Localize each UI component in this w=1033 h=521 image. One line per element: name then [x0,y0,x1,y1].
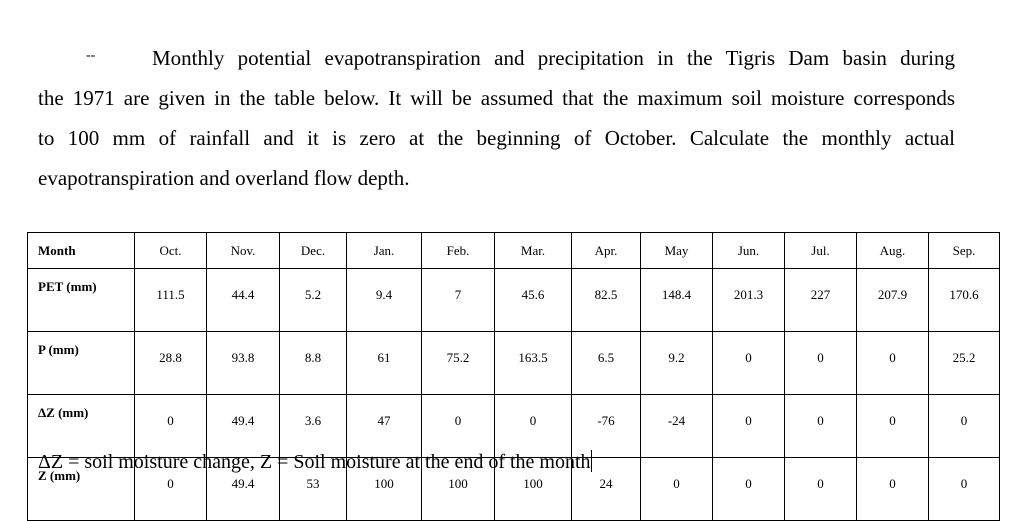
month-header: Apr. [571,232,641,269]
table-cell: 45.6 [494,268,572,332]
table-cell: 0 [421,394,495,458]
table-cell: 44.4 [206,268,280,332]
table-cell: 163.5 [494,331,572,395]
table-cell: 170.6 [928,268,1000,332]
text-cursor [590,450,592,472]
month-header: Jan. [346,232,422,269]
table-cell: 5.2 [279,268,347,332]
table-cell: 47 [346,394,422,458]
month-header: Nov. [206,232,280,269]
table-cell: 3.6 [279,394,347,458]
table-cell: 25.2 [928,331,1000,395]
month-header: May [640,232,713,269]
table-cell: 6.5 [571,331,641,395]
caption-text: ΔZ = soil moisture change, Z = Soil mois… [38,451,591,473]
table-cell: 0 [712,457,785,521]
table-cell: -24 [640,394,713,458]
problem-line-2: the 1971 are given in the table below. I… [38,86,955,110]
table-cell: 148.4 [640,268,713,332]
month-header: Jul. [784,232,857,269]
table-cell: 49.4 [206,394,280,458]
month-header: Dec. [279,232,347,269]
table-cell: 0 [640,457,713,521]
table-cell: 82.5 [571,268,641,332]
row-label: PET (mm) [27,268,135,332]
table-cell: 28.8 [134,331,207,395]
header-label: Month [27,232,135,269]
table-cell: 0 [856,457,929,521]
table-cell: 75.2 [421,331,495,395]
month-header: Aug. [856,232,929,269]
table-cell: 0 [494,394,572,458]
table-cell: 0 [928,394,1000,458]
table-header-row: Month Oct. Nov. Dec. Jan. Feb. Mar. Apr.… [27,232,1000,269]
table-cell: 9.2 [640,331,713,395]
month-header: Feb. [421,232,495,269]
row-label: P (mm) [27,331,135,395]
problem-line-3: to 100 mm of rainfall and it is zero at … [38,126,955,150]
month-header: Oct. [134,232,207,269]
table-cell: 0 [784,457,857,521]
table-cell: 9.4 [346,268,422,332]
table-cell: 93.8 [206,331,280,395]
problem-line-4: evapotranspiration and overland flow dep… [38,166,410,190]
table-cell: 0 [134,394,207,458]
table-row-soil-moisture: Z (mm) 0 49.4 53 100 100 100 24 0 0 0 0 … [27,457,1000,521]
table-cell: 7 [421,268,495,332]
evapotranspiration-table: Month Oct. Nov. Dec. Jan. Feb. Mar. Apr.… [27,232,1000,521]
table-cell: 0 [712,394,785,458]
month-header: Jun. [712,232,785,269]
row-label: ΔZ (mm) [27,394,135,458]
table-cell: 61 [346,331,422,395]
table-row-moisture-change: ΔZ (mm) 0 49.4 3.6 47 0 0 -76 -24 0 0 0 … [27,394,1000,458]
table-cell: 0 [712,331,785,395]
table-cell: 8.8 [279,331,347,395]
table-cell: 207.9 [856,268,929,332]
month-header: Mar. [494,232,572,269]
table-caption: ΔZ = soil moisture change, Z = Soil mois… [38,450,592,474]
table-cell: -76 [571,394,641,458]
table-cell: 0 [856,331,929,395]
table-cell: 0 [784,331,857,395]
table-row-precipitation: P (mm) 28.8 93.8 8.8 61 75.2 163.5 6.5 9… [27,331,1000,395]
table-cell: 0 [784,394,857,458]
table-cell: 111.5 [134,268,207,332]
table-cell: 0 [856,394,929,458]
list-marker: -- [86,48,96,63]
table-cell: 201.3 [712,268,785,332]
problem-line-1: Monthly potential evapotranspiration and… [152,46,955,70]
problem-statement: Monthly potential evapotranspiration and… [38,38,955,198]
table-row-pet: PET (mm) 111.5 44.4 5.2 9.4 7 45.6 82.5 … [27,268,1000,332]
table-cell: 0 [928,457,1000,521]
month-header: Sep. [928,232,1000,269]
table-cell: 227 [784,268,857,332]
